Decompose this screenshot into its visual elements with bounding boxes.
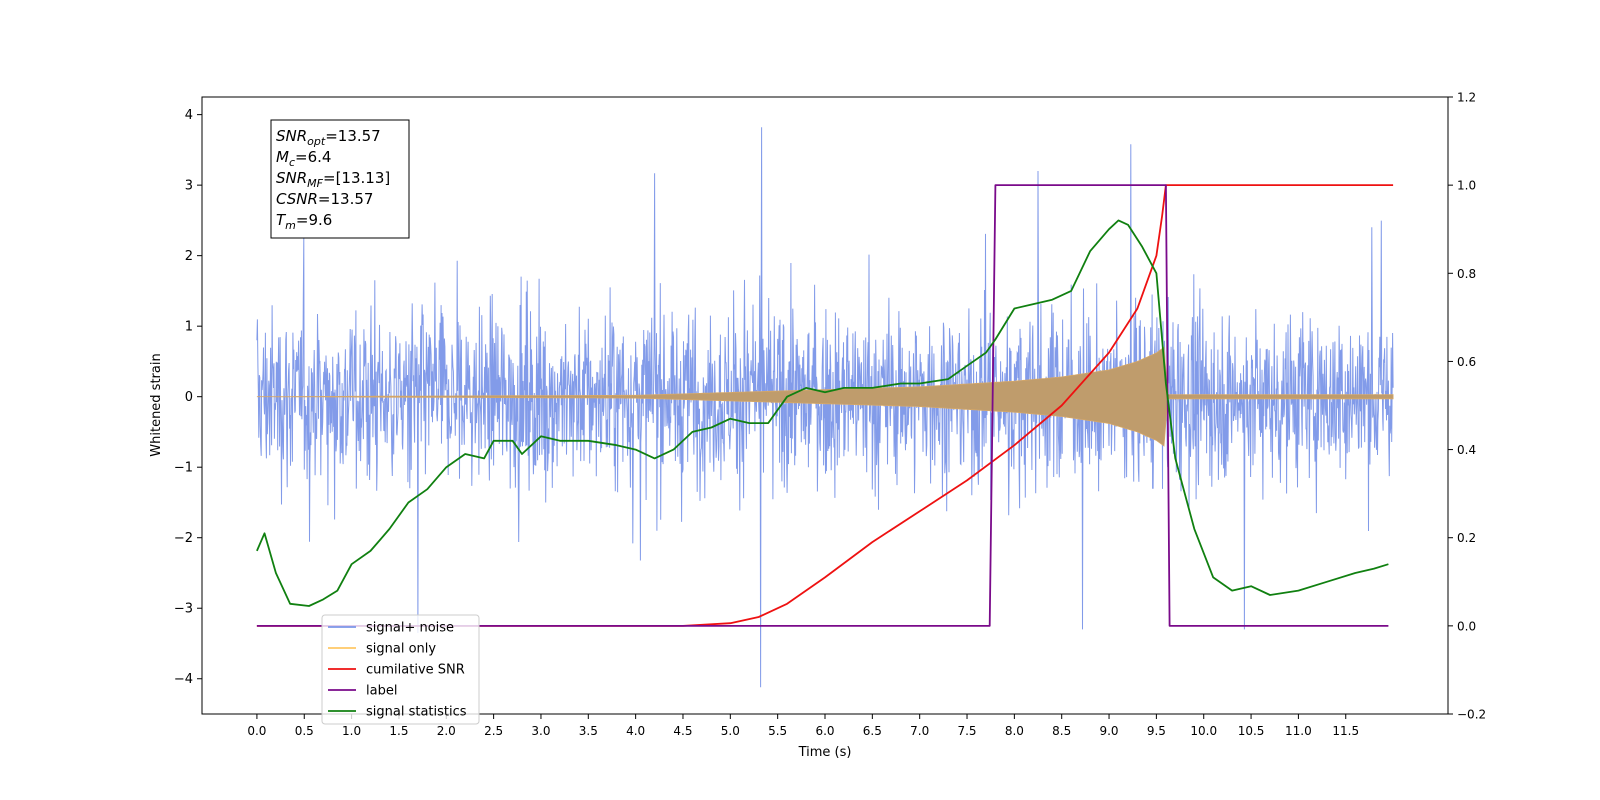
x-tick-label: 2.5 [484, 724, 503, 738]
annotation-line: Tm=9.6 [276, 211, 332, 232]
noise-line [256, 127, 1394, 688]
y2-tick-label: 0.8 [1457, 267, 1476, 281]
annotation-line: Mc=6.4 [276, 148, 331, 169]
y-axis-ticks: −4 −3 −2 −1 0 1 2 3 4 [174, 108, 202, 687]
series-signal-statistics [256, 219, 1389, 607]
x-tick-label: 6.5 [863, 724, 882, 738]
annotation-line: SNRopt=13.57 [276, 127, 381, 148]
series-signal-noise [256, 127, 1394, 688]
y-tick-label: 0 [185, 390, 193, 405]
x-tick-label: 4.5 [673, 724, 692, 738]
y2-tick-label: 1.2 [1457, 91, 1476, 105]
annotation-frame [270, 119, 410, 239]
x-tick-label: 11.0 [1285, 724, 1312, 738]
y2-tick-label: 0.4 [1457, 443, 1476, 457]
y-tick-label: −4 [174, 672, 193, 687]
x-axis-label: Time (s) [798, 745, 852, 760]
x-tick-label: 5.5 [768, 724, 787, 738]
y2-tick-label: −0.2 [1457, 708, 1486, 722]
x-tick-label: 10.0 [1190, 724, 1217, 738]
x-tick-label: 3.5 [579, 724, 598, 738]
x-tick-label: 0.5 [295, 724, 314, 738]
legend-entry: signal statistics [366, 705, 467, 720]
right-axis-series [256, 184, 1394, 627]
x-tick-label: 2.0 [437, 724, 456, 738]
x-tick-label: 8.0 [1005, 724, 1024, 738]
y-tick-label: 1 [185, 320, 193, 335]
series-signal-only [256, 346, 1394, 447]
series-cumilative-snr [256, 184, 1394, 627]
x-tick-label: 4.0 [626, 724, 645, 738]
y-tick-label: −2 [174, 531, 193, 546]
legend-entry: signal+ noise [366, 621, 454, 636]
annotation-line: SNRMF=[13.13] [276, 169, 390, 190]
y-tick-label: −3 [174, 602, 193, 617]
x-axis-ticks: 0.0 0.5 1.0 1.5 2.0 2.5 3.0 3.5 4.0 4.5 5.0 5.5 6.0 6… [247, 714, 1359, 738]
x-tick-label: 9.5 [1147, 724, 1166, 738]
legend-entry: signal only [366, 642, 436, 657]
y-tick-label: 3 [185, 179, 193, 194]
legend-frame [321, 614, 480, 725]
x-tick-label: 8.5 [1052, 724, 1071, 738]
y2-tick-label: 0.6 [1457, 355, 1476, 369]
y2-tick-label: 0.0 [1457, 619, 1476, 633]
annotation-line: CSNR=13.57 [276, 190, 373, 208]
y-tick-label: 4 [185, 108, 193, 123]
x-tick-label: 1.0 [342, 724, 361, 738]
y-tick-label: −1 [174, 461, 193, 476]
y2-tick-label: 0.2 [1457, 531, 1476, 545]
y-axis-label: Whitened strain [149, 353, 164, 456]
x-tick-label: 0.0 [247, 724, 266, 738]
y2-axis-ticks: −0.2 0.0 0.2 0.4 0.6 0.8 1.0 1.2 [1448, 91, 1486, 722]
x-tick-label: 1.5 [389, 724, 408, 738]
y-tick-label: 2 [185, 249, 193, 264]
x-tick-label: 7.5 [957, 724, 976, 738]
legend-entry: cumilative SNR [366, 663, 465, 678]
x-tick-label: 11.5 [1332, 724, 1359, 738]
x-tick-label: 5.0 [721, 724, 740, 738]
x-tick-label: 9.0 [1099, 724, 1118, 738]
x-tick-label: 10.5 [1238, 724, 1265, 738]
signal-envelope [256, 346, 1394, 447]
x-tick-label: 3.0 [531, 724, 550, 738]
series-label [256, 184, 1389, 627]
x-tick-label: 7.0 [910, 724, 929, 738]
legend-entry: label [366, 684, 397, 699]
x-tick-label: 6.0 [815, 724, 834, 738]
y2-tick-label: 1.0 [1457, 179, 1476, 193]
legend: signal+ noise signal only cumilative SNR la… [321, 614, 480, 725]
annotation-box: SNRopt=13.57Mc=6.4SNRMF=[13.13]CSNR=13.5… [270, 119, 410, 239]
